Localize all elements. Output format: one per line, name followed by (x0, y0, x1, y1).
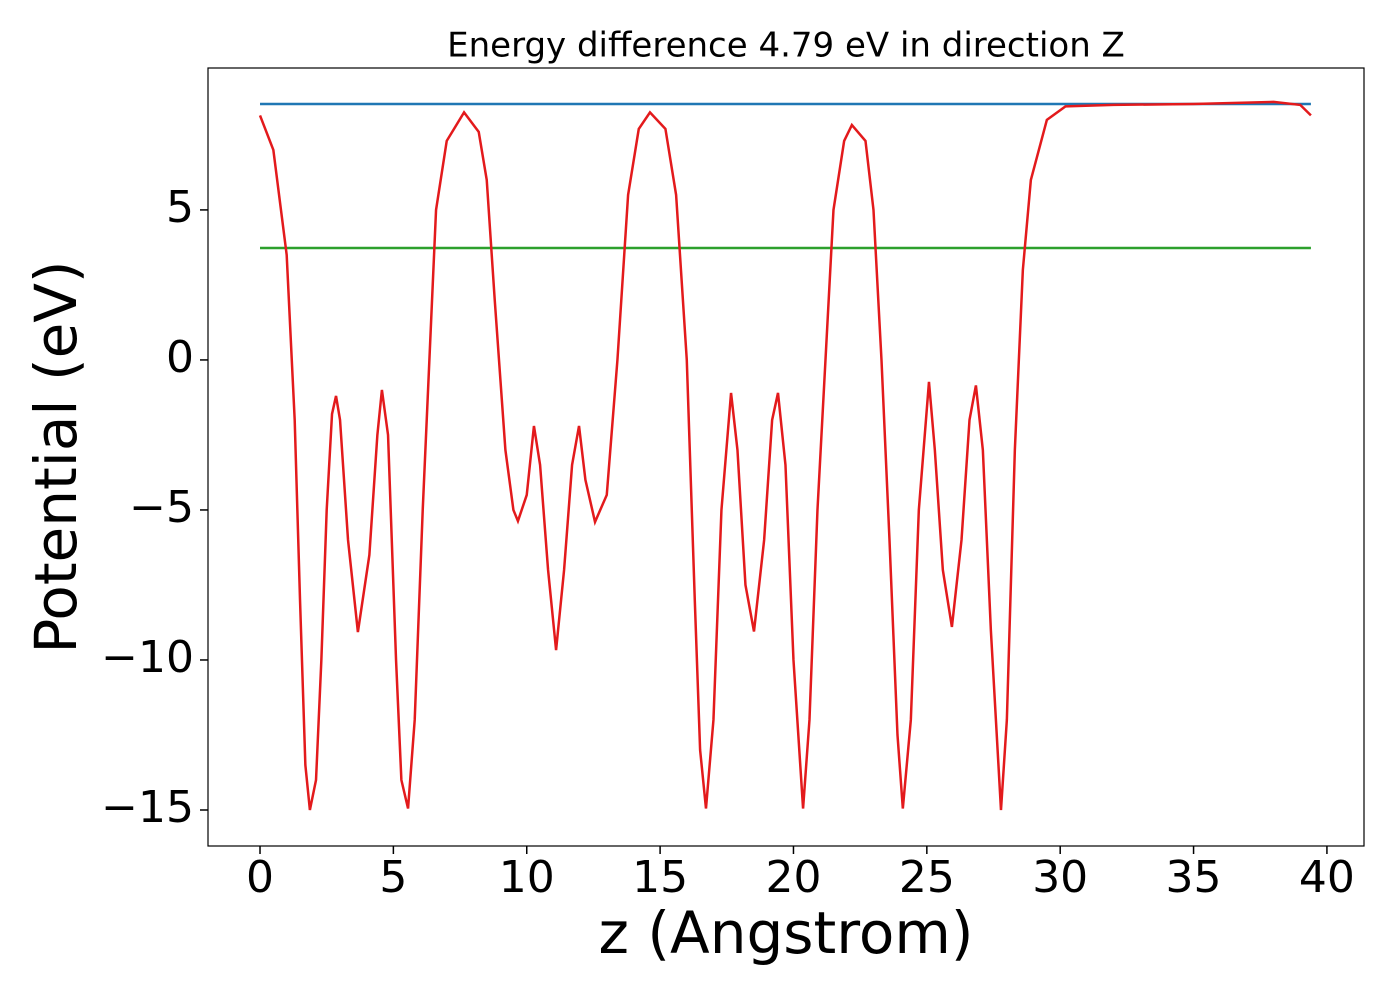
x-tick-label: 0 (246, 852, 274, 903)
x-tick-label: 30 (1032, 852, 1088, 903)
chart-title: Energy difference 4.79 eV in direction Z (447, 26, 1125, 66)
x-axis-label: z (Angstrom) (599, 899, 974, 967)
series-line (258, 100, 1312, 811)
y-tick-label: −15 (101, 782, 194, 833)
x-tick-label: 20 (765, 852, 821, 903)
x-tick-label: 15 (632, 852, 688, 903)
x-tick-label: 35 (1166, 852, 1222, 903)
y-tick-label: −10 (101, 632, 194, 683)
x-tick-label: 5 (379, 852, 407, 903)
x-tick-label: 40 (1299, 852, 1355, 903)
x-tick-label: 10 (499, 852, 555, 903)
y-axis-label: Potential (eV) (22, 260, 90, 653)
y-tick-label: −5 (129, 482, 194, 533)
y-tick-label: 0 (166, 332, 194, 383)
plot-frame (207, 67, 1365, 847)
y-tick-label: 5 (166, 182, 194, 233)
x-tick-label: 25 (899, 852, 955, 903)
